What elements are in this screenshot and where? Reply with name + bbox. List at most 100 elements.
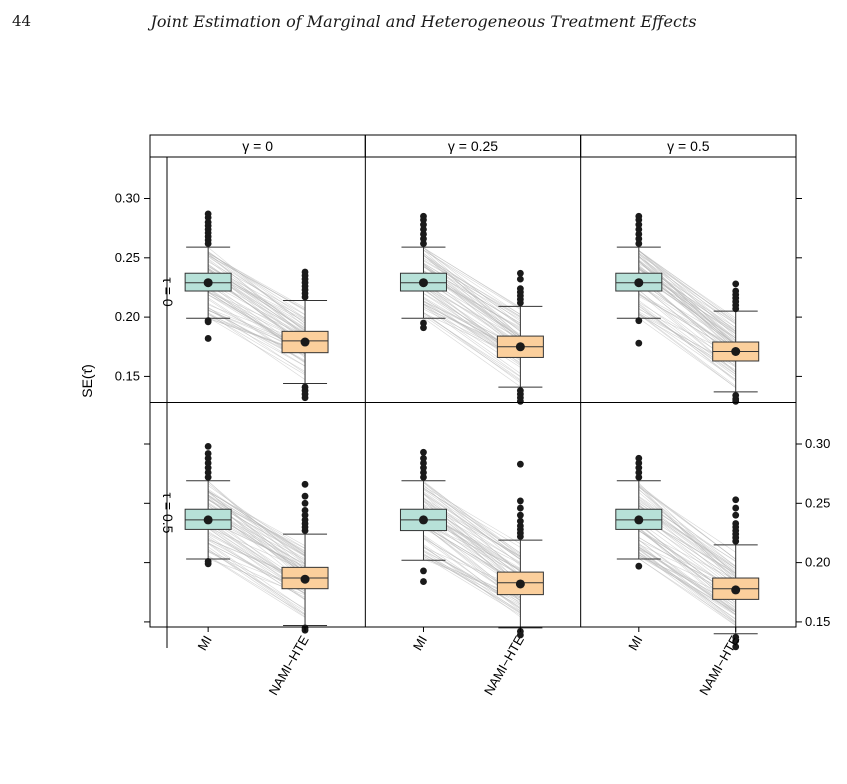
outlier-point [301,480,309,488]
paired-line [638,250,736,345]
paired-line [638,548,736,623]
paired-line [638,551,736,615]
paired-line [423,257,521,315]
outlier-point [420,567,427,575]
paired-line [423,286,521,339]
paired-line [638,485,736,560]
paired-line [423,549,521,605]
outlier-point [301,499,309,507]
paired-line [423,487,521,555]
paired-line [638,496,736,569]
outlier-point [635,230,643,238]
outlier-point [635,459,643,467]
ytick-label-left: 0.20 [115,309,140,324]
paired-line [423,313,521,377]
ytick-label-right: 0.20 [805,555,830,570]
paired-line [638,253,736,347]
paired-line [638,257,736,345]
outlier-point [204,442,212,450]
paired-line [638,255,736,342]
outlier-point [204,469,212,476]
xtick-label: NAMI−HTE [481,633,527,698]
running-head: Joint Estimation of Marginal and Heterog… [150,12,697,31]
outlier-point [635,469,643,476]
paired-line [638,303,736,382]
paired-line [638,296,736,348]
outlier-point [204,473,212,481]
paired-line [638,279,736,354]
paired-line [207,491,306,546]
outlier-point [204,560,212,568]
strip-label-col-0: γ = 0 [242,138,273,154]
outlier-point [516,504,524,512]
paired-line [638,549,736,625]
plot-frame [149,156,797,628]
paired-line [638,259,736,339]
mean-point [731,585,741,595]
mean-point [731,347,741,357]
ytick-label-left: 0.30 [115,191,140,206]
outlier-point [732,496,740,504]
paired-line [207,546,306,616]
outlier-point [420,230,427,238]
outlier-point [516,397,524,405]
paired-line [423,497,521,558]
outlier-point [516,497,524,505]
xtick-label: MI [195,633,215,653]
outlier-point [516,517,524,525]
outlier-point [732,287,740,295]
outlier-point [420,473,427,481]
outlier-point [420,469,427,476]
outlier-point [635,473,643,481]
strip-label-row-1: τ = 0.5 [160,492,176,533]
outlier-point [204,459,212,467]
outlier-point [204,450,212,457]
outlier-point [420,240,427,247]
paired-line [207,549,306,612]
paired-line [638,284,736,352]
paired-line [207,543,306,615]
mean-point [634,278,644,288]
ytick-label-left: 0.15 [115,368,140,383]
outlier-point [420,212,427,220]
y-axis-label: SE(τ̂) [79,364,95,398]
paired-line [207,483,306,563]
paired-line [638,485,736,582]
paired-line [638,313,736,387]
paired-line [423,551,521,614]
outlier-point [635,240,643,247]
paired-line [638,307,736,375]
outlier-point [301,394,309,402]
paired-line [207,556,306,618]
mean-point [418,278,428,288]
outlier-point [420,454,427,462]
paired-line [638,303,736,375]
outlier-point [732,511,740,519]
ytick-label-right: 0.30 [805,436,830,451]
outlier-point [301,516,309,524]
paired-line [207,255,306,333]
outlier-point [635,235,643,243]
paired-line [638,530,736,581]
outlier-point [204,218,212,226]
outlier-point [516,460,524,468]
paired-line [638,250,736,321]
paired-line [638,317,736,388]
paired-line [207,261,306,316]
outlier-point [635,339,643,347]
mean-point [203,515,213,525]
outlier-point [420,324,427,332]
mean-point [300,337,310,347]
paired-line [207,542,306,610]
paired-line [207,480,306,570]
outlier-point [516,269,524,277]
paired-line [207,550,306,609]
xtick-label: NAMI−HTE [266,633,312,698]
mean-point [300,574,310,584]
paired-line [638,256,736,325]
paired-line [423,546,521,613]
paired-line [423,493,521,573]
paired-line [423,480,521,557]
outlier-point [420,225,427,233]
page-number: 44 [12,12,32,30]
